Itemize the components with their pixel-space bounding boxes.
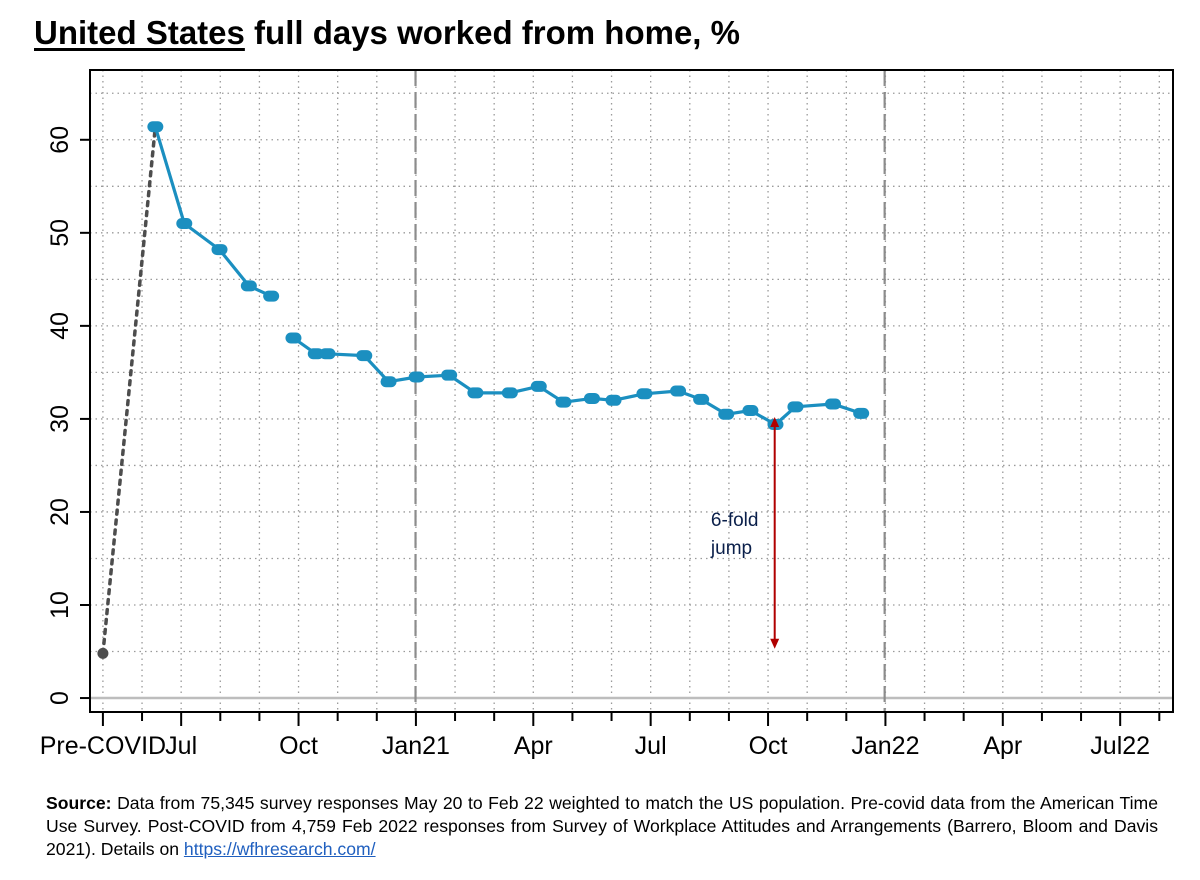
data-point [605, 394, 622, 406]
annotation-text-line1: 6-fold [711, 510, 759, 531]
series-layer [97, 121, 870, 659]
data-point [824, 398, 841, 410]
x-tick-label: Jan22 [851, 732, 919, 760]
annotation-layer: 6-fold jump [710, 417, 780, 649]
data-point [441, 369, 458, 381]
source-note: Source: Data from 75,345 survey response… [46, 792, 1158, 861]
y-tick-label: 40 [46, 312, 74, 340]
data-point [356, 350, 373, 362]
y-tick-label: 20 [46, 498, 74, 526]
year-dividers [414, 70, 886, 712]
data-point [319, 348, 336, 360]
data-point [693, 393, 710, 405]
data-point [307, 348, 324, 360]
data-point [742, 405, 759, 417]
precovid-point [97, 647, 109, 659]
data-point [555, 396, 572, 408]
jump-arrow-head-down [770, 638, 780, 649]
data-point [467, 387, 484, 399]
data-point [636, 388, 653, 400]
source-label: Source: [46, 793, 112, 813]
series-line-2 [291, 336, 863, 427]
data-point [853, 407, 870, 419]
series-line-1 [153, 125, 273, 298]
x-tick-label: Oct [279, 732, 318, 760]
y-tick-label: 50 [46, 219, 74, 247]
data-point [147, 121, 164, 133]
data-point [240, 280, 257, 292]
y-tick-label: 10 [46, 591, 74, 619]
data-point [530, 380, 547, 392]
source-link[interactable]: https://wfhresearch.com/ [183, 839, 376, 859]
data-point [211, 244, 228, 256]
precovid-connector-line [101, 125, 158, 656]
annotation-text-line2: jump [710, 538, 752, 559]
data-point [176, 218, 193, 230]
data-point [263, 290, 280, 302]
grid-layer [90, 70, 1173, 712]
y-tick-label: 30 [46, 405, 74, 433]
x-tick-label: Jul22 [1090, 732, 1150, 760]
jump-arrow-head-up [770, 417, 780, 428]
chart-title-country: United States [34, 14, 245, 51]
source-text: Data from 75,345 survey responses May 20… [46, 793, 1158, 859]
data-point [501, 387, 518, 399]
data-point [718, 408, 735, 420]
data-point [408, 371, 425, 383]
data-point [670, 385, 687, 397]
x-tick-label: Jul [165, 732, 197, 760]
data-point [380, 376, 397, 388]
data-point [285, 332, 302, 344]
chart-title: United States full days worked from home… [34, 14, 740, 52]
data-point [787, 401, 804, 413]
x-tick-label: Apr [983, 732, 1022, 760]
chart-title-rest: full days worked from home, % [244, 14, 740, 51]
data-point [583, 392, 600, 404]
y-tick-label: 0 [46, 691, 74, 705]
x-tick-label: Oct [749, 732, 788, 760]
x-tick-label: Apr [514, 732, 553, 760]
y-tick-label: 60 [46, 126, 74, 154]
x-tick-label: Jul [635, 732, 667, 760]
plot-frame [89, 69, 1174, 713]
x-tick-label: Pre-COVID [40, 732, 166, 760]
x-tick-label: Jan21 [382, 732, 450, 760]
